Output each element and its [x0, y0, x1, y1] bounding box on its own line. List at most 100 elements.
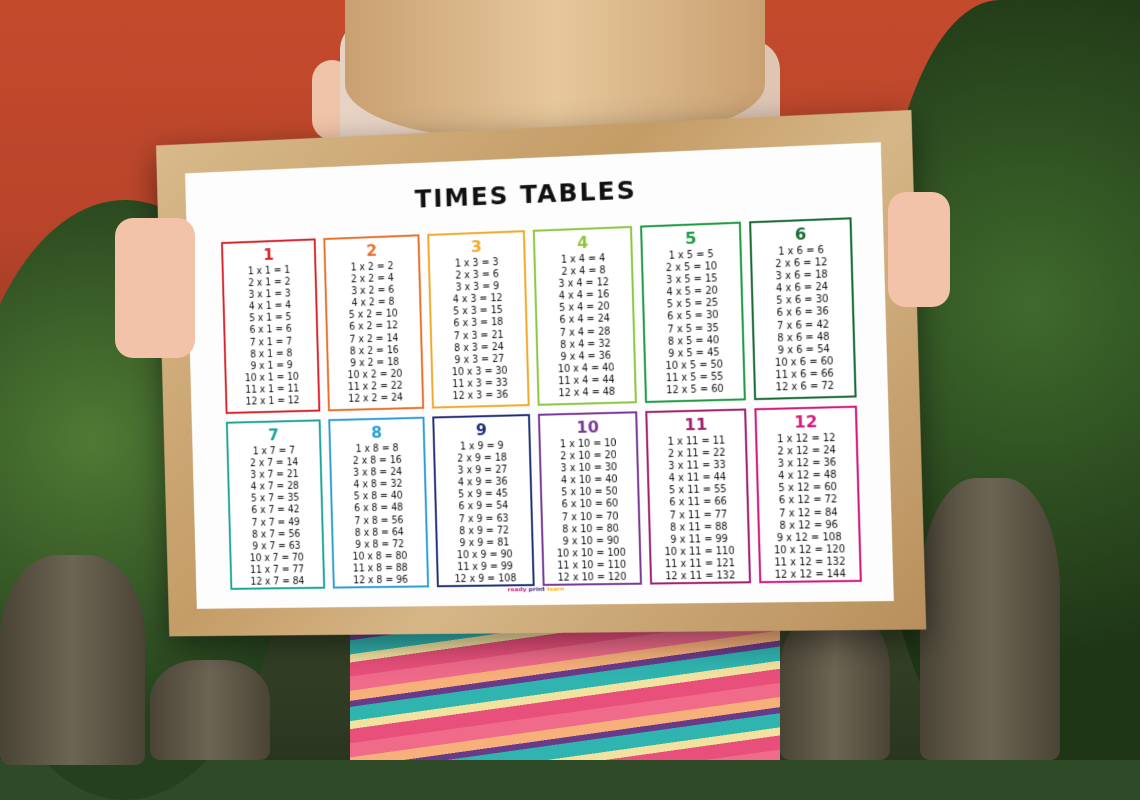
table-line: 7 x 10 = 70 [561, 511, 619, 524]
table-line: 2 x 8 = 16 [352, 455, 402, 467]
table-line: 6 x 12 = 72 [778, 494, 838, 507]
table-number: 10 [576, 417, 600, 437]
table-line: 9 x 7 = 63 [252, 540, 301, 553]
table-line: 12 x 5 = 60 [666, 383, 724, 397]
table-line: 4 x 7 = 28 [250, 481, 300, 493]
table-line: 10 x 10 = 100 [556, 547, 626, 560]
table-line: 4 x 9 = 36 [457, 476, 508, 489]
table-line: 12 x 1 = 12 [245, 395, 300, 408]
table-line: 8 x 10 = 80 [562, 523, 620, 536]
table-line: 4 x 12 = 48 [778, 469, 837, 483]
table-line: 8 x 12 = 96 [779, 519, 839, 532]
table-line: 1 x 8 = 8 [355, 443, 399, 456]
table-line: 7 x 9 = 63 [458, 513, 509, 525]
table-line: 10 x 7 = 70 [249, 552, 304, 565]
table-number: 12 [794, 411, 818, 432]
table-line: 11 x 9 = 99 [457, 561, 514, 574]
table-line: 5 x 9 = 45 [458, 488, 509, 501]
table-line: 9 x 12 = 108 [776, 531, 842, 544]
striped-dress [350, 610, 780, 760]
table-line: 5 x 8 = 40 [353, 490, 403, 503]
brand-word: print [528, 585, 546, 594]
tree-stump [150, 660, 270, 760]
table-line: 3 x 9 = 27 [457, 464, 508, 477]
table-line: 12 x 7 = 84 [250, 576, 305, 588]
table-number: 8 [370, 422, 383, 442]
table-line: 3 x 8 = 24 [353, 467, 403, 479]
table-line: 12 x 6 = 72 [775, 380, 835, 394]
times-table-card: 10 1 x 10 = 10 2 x 10 = 20 3 x 10 = 30 4 x 1… [537, 411, 643, 586]
table-line: 5 x 11 = 55 [668, 484, 727, 497]
brand-word: learn [546, 585, 565, 593]
child-hand-right [888, 192, 950, 307]
table-line: 5 x 12 = 60 [778, 482, 838, 495]
tree-stump [0, 555, 145, 765]
table-line: 11 x 7 = 77 [250, 564, 305, 576]
table-line: 1 x 7 = 7 [252, 445, 296, 458]
table-number: 4 [576, 232, 589, 253]
table-line: 2 x 7 = 14 [250, 457, 299, 470]
table-line: 2 x 9 = 18 [457, 452, 508, 465]
table-line: 5 x 10 = 50 [561, 486, 619, 499]
table-line: 7 x 7 = 49 [251, 516, 301, 529]
table-line: 12 x 10 = 120 [557, 571, 627, 584]
table-line: 8 x 8 = 64 [354, 526, 404, 539]
times-table-card: 12 1 x 12 = 12 2 x 12 = 24 3 x 12 = 36 4 x 1… [754, 405, 862, 584]
table-line: 7 x 11 = 77 [669, 509, 728, 522]
table-line: 8 x 11 = 88 [669, 521, 728, 534]
table-number: 3 [470, 236, 482, 257]
table-line: 10 x 12 = 120 [773, 544, 846, 557]
child-hand-left [115, 218, 195, 358]
table-line: 12 x 12 = 144 [774, 568, 847, 581]
brand-word: ready [507, 586, 527, 594]
table-line: 7 x 12 = 84 [779, 507, 838, 520]
table-line: 12 x 11 = 132 [665, 570, 736, 583]
table-line: 6 x 9 = 54 [458, 500, 509, 513]
table-line: 9 x 11 = 99 [670, 533, 729, 546]
table-number: 1 [262, 244, 275, 264]
table-line: 11 x 11 = 121 [664, 558, 736, 571]
table-line: 10 x 11 = 110 [664, 545, 735, 558]
table-line: 8 x 7 = 56 [251, 528, 301, 541]
table-line: 11 x 12 = 132 [774, 556, 846, 569]
table-line: 6 x 10 = 60 [561, 498, 619, 511]
table-line: 4 x 10 = 40 [560, 474, 618, 487]
table-number: 11 [684, 414, 708, 435]
table-line: 12 x 3 = 36 [452, 389, 509, 403]
table-line: 12 x 8 = 96 [353, 574, 409, 587]
table-line: 3 x 7 = 21 [250, 469, 299, 482]
table-line: 12 x 4 = 48 [558, 386, 616, 400]
table-line: 9 x 9 = 81 [459, 537, 510, 549]
table-line: 1 x 9 = 9 [459, 440, 504, 453]
table-line: 6 x 8 = 48 [354, 502, 404, 515]
tree-stump [920, 478, 1060, 760]
table-number: 6 [794, 224, 807, 244]
table-line: 9 x 8 = 72 [355, 538, 405, 551]
table-line: 4 x 11 = 44 [668, 472, 727, 485]
table-line: 7 x 8 = 56 [354, 514, 404, 527]
table-line: 6 x 7 = 42 [251, 504, 300, 517]
table-line: 10 x 8 = 80 [352, 550, 408, 563]
table-line: 12 x 9 = 108 [454, 573, 517, 586]
times-table-card: 11 1 x 11 = 11 2 x 11 = 22 3 x 11 = 33 4 x 1… [645, 408, 752, 585]
table-line: 11 x 8 = 88 [352, 562, 408, 575]
table-line: 12 x 2 = 24 [348, 392, 404, 405]
table-number: 9 [475, 420, 488, 440]
table-number: 5 [684, 228, 697, 249]
child-hair [345, 0, 765, 140]
table-number: 7 [267, 425, 279, 445]
tree-stump [780, 610, 890, 760]
table-line: 8 x 9 = 72 [459, 525, 510, 537]
